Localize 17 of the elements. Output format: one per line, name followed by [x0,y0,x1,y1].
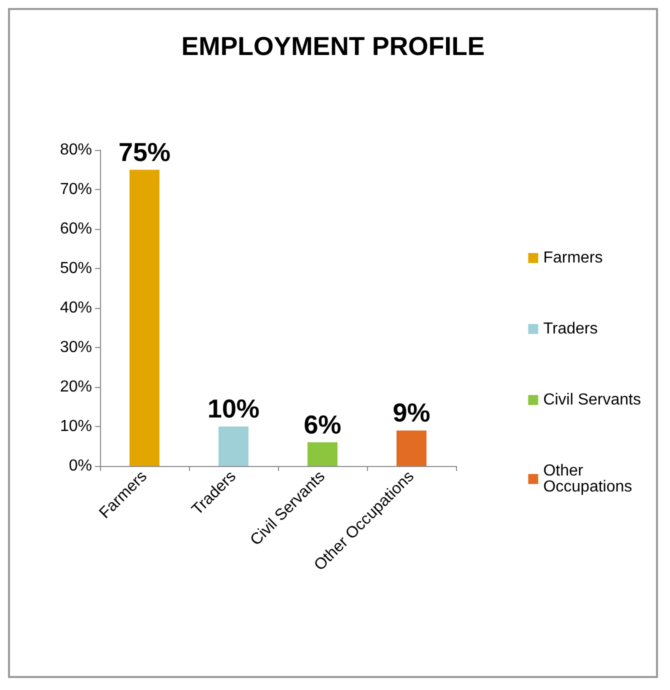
y-tick-label: 20% [60,378,92,396]
data-label: 10% [207,394,260,424]
y-tick-label: 60% [60,220,92,238]
legend-label: Civil Servants [543,392,642,408]
legend-label: Farmers [543,250,603,266]
y-tick-label: 40% [60,300,92,316]
y-tick-label: 80% [60,142,92,158]
data-label: 9% [392,397,430,428]
y-tick-label: 30% [60,339,92,356]
y-tick-label: 0% [68,458,92,474]
data-label: 75% [118,136,171,167]
data-label: 6% [304,409,342,440]
y-tick-label: 50% [60,260,92,277]
legend-label: Traders [543,320,598,338]
y-tick-label: 10% [60,418,92,435]
chart-title: EMPLOYMENT PROFILE [181,31,485,61]
y-tick-label: 70% [60,181,92,198]
